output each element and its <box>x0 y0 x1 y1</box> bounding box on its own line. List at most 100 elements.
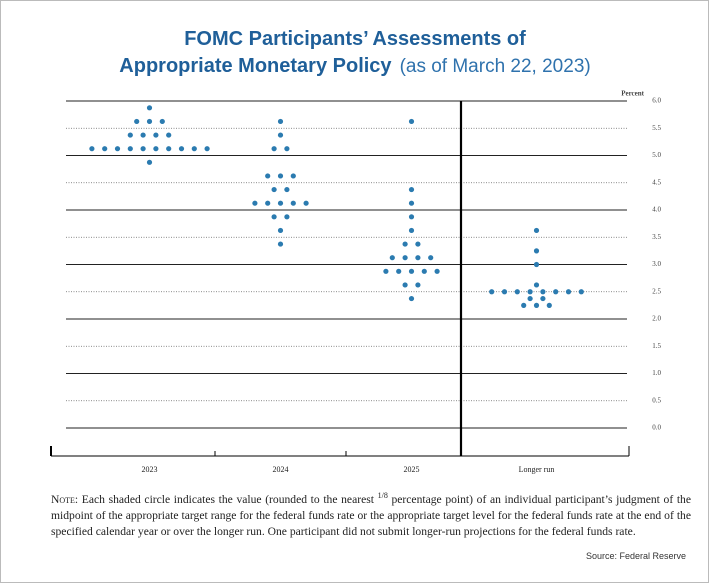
dot <box>89 146 95 152</box>
chart-title: FOMC Participants’ Assessments of <box>184 28 526 50</box>
dot <box>284 214 290 220</box>
y-tick-label: 4.5 <box>652 178 661 186</box>
dot <box>277 118 284 125</box>
dot <box>396 268 402 274</box>
title-main: Appropriate Monetary Policy <box>119 55 392 77</box>
note-text: percentage point) of an individual parti… <box>51 492 691 538</box>
dot <box>533 227 540 234</box>
dot <box>140 132 146 138</box>
dot <box>252 200 258 206</box>
dot <box>191 146 197 152</box>
dot <box>146 105 153 111</box>
dot <box>408 186 415 193</box>
dot <box>277 227 284 234</box>
dot <box>408 200 415 206</box>
dot <box>514 289 520 295</box>
dot <box>402 282 408 288</box>
dot <box>540 295 546 302</box>
x-tick-label: 2023 <box>142 465 158 474</box>
dot <box>521 302 527 308</box>
dot <box>284 186 290 193</box>
x-tick-label: 2024 <box>273 465 289 474</box>
dot <box>178 146 185 152</box>
y-tick-label: 1.5 <box>652 342 661 350</box>
y-tick-label: 4.0 <box>652 206 661 214</box>
dot <box>489 289 495 295</box>
dot <box>134 118 140 125</box>
y-tick-label: 2.5 <box>652 287 661 295</box>
dot <box>146 159 153 165</box>
dot <box>166 132 172 138</box>
dot <box>428 255 434 261</box>
note-lead: Note: <box>51 492 79 506</box>
dot <box>421 268 427 274</box>
dot <box>127 132 133 138</box>
dot <box>271 186 277 193</box>
x-tick-label: 2025 <box>404 465 420 474</box>
dot <box>434 268 440 274</box>
dot <box>265 200 271 206</box>
dot <box>501 289 508 295</box>
dot <box>402 255 408 261</box>
dot <box>533 261 540 268</box>
dot <box>271 146 277 152</box>
dot <box>303 200 309 206</box>
dot <box>271 214 277 220</box>
dot <box>277 132 284 138</box>
note-fraction: 1/8 <box>377 491 388 500</box>
y-tick-label: 5.5 <box>652 124 661 132</box>
dot <box>578 289 584 295</box>
dot <box>383 268 389 274</box>
dot <box>290 173 296 179</box>
dot <box>284 146 290 152</box>
dot <box>166 146 172 152</box>
y-tick-label: 2.0 <box>652 315 661 323</box>
dot <box>527 289 533 295</box>
dot <box>114 146 121 152</box>
y-tick-label: 1.0 <box>652 369 661 377</box>
dot <box>159 118 165 125</box>
dot <box>140 146 146 152</box>
dot <box>553 289 559 295</box>
source: Source: Federal Reserve <box>585 551 686 561</box>
y-tick-label: 0.5 <box>652 396 661 404</box>
dot <box>127 146 133 152</box>
dot <box>389 255 395 261</box>
dot <box>533 302 540 308</box>
y-tick-label: 5.0 <box>652 151 661 159</box>
dot <box>277 241 284 247</box>
dot <box>408 214 415 220</box>
dot <box>408 118 415 125</box>
dot <box>277 200 284 206</box>
dot <box>153 132 159 138</box>
subtitle: (as of March 22, 2023) <box>400 56 591 77</box>
dot <box>565 289 572 295</box>
dot <box>102 146 108 152</box>
dot <box>290 200 296 206</box>
dot <box>408 295 415 302</box>
y-tick-label: 0.0 <box>652 424 661 432</box>
dot <box>408 227 415 234</box>
dot <box>415 255 421 261</box>
dot <box>415 282 421 288</box>
dot <box>153 146 159 152</box>
dot <box>146 118 153 125</box>
dot <box>533 282 540 288</box>
dot <box>265 173 271 179</box>
dot <box>533 248 540 254</box>
chart: FOMC Participants’ Assessments of Approp… <box>50 28 662 474</box>
y-tick-label: 6.0 <box>652 97 661 105</box>
note-text: Each shaded circle indicates the value (… <box>81 492 374 506</box>
y-tick-label: 3.0 <box>652 260 661 268</box>
dot <box>204 146 210 152</box>
x-tick-label: Longer run <box>519 465 555 474</box>
dot <box>415 241 421 247</box>
chart-title-line2: Appropriate Monetary Policy (as of March… <box>119 55 590 77</box>
y-axis-label: Percent <box>621 90 644 98</box>
dot <box>540 289 546 295</box>
dot <box>277 173 284 179</box>
note: Note: Each shaded circle indicates the v… <box>51 488 691 540</box>
dot <box>546 302 552 308</box>
dot <box>402 241 408 247</box>
